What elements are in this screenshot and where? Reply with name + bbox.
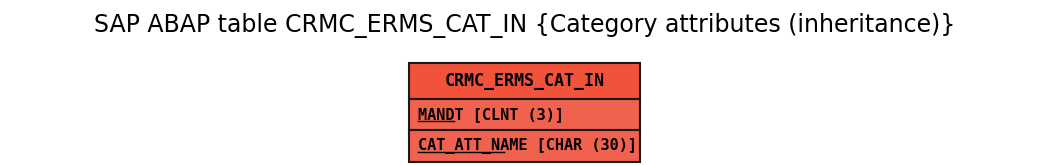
Bar xyxy=(409,63,640,99)
Text: SAP ABAP table CRMC_ERMS_CAT_IN {Category attributes (inheritance)}: SAP ABAP table CRMC_ERMS_CAT_IN {Categor… xyxy=(93,13,956,38)
Text: MANDT [CLNT (3)]: MANDT [CLNT (3)] xyxy=(418,107,563,122)
Text: CAT_ATT_NAME [CHAR (30)]: CAT_ATT_NAME [CHAR (30)] xyxy=(418,138,637,154)
Text: CRMC_ERMS_CAT_IN: CRMC_ERMS_CAT_IN xyxy=(445,72,604,90)
Bar xyxy=(409,130,640,162)
Bar xyxy=(409,99,640,130)
